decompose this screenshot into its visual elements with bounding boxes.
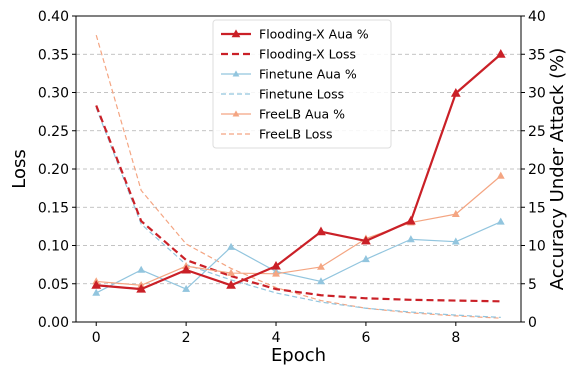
point-freelb-aua: [227, 268, 236, 276]
y-right-tick-label: 0: [528, 315, 537, 331]
legend-marker-finetune-aua: [232, 70, 240, 77]
y-left-tick-label: 0.05: [38, 277, 69, 293]
x-tick-label: 4: [272, 330, 281, 346]
legend-label-freelb-aua: FreeLB Aua %: [259, 107, 345, 122]
legend: Flooding-X Aua % Flooding-X Loss Finetune …: [212, 19, 392, 149]
y-left-tick-label: 0.40: [38, 9, 69, 25]
point-flooding-x-aua: [181, 264, 192, 274]
y-right-tick-label: 25: [528, 124, 546, 140]
y-axis-right-title: Accuracy Under Attack (%): [547, 48, 568, 290]
y-right-tick-label: 15: [528, 200, 546, 216]
y-left-tick-label: 0.35: [38, 47, 69, 63]
y-left-tick-label: 0.30: [38, 86, 69, 102]
y-right-tick-label: 10: [528, 239, 546, 255]
legend-label-flooding-x-aua: Flooding-X Aua %: [259, 27, 369, 42]
point-finetune-aua: [451, 237, 460, 245]
series-layer: [91, 34, 506, 319]
x-tick-label: 6: [361, 330, 370, 346]
y-left-tick-label: 0.10: [38, 239, 69, 255]
legend-frame: [212, 19, 392, 149]
legend-label-freelb-loss: FreeLB Loss: [259, 127, 332, 142]
legend-label-finetune-aua: Finetune Aua %: [259, 67, 357, 82]
point-finetune-aua: [496, 217, 505, 225]
series-line-freelb-aua: [96, 175, 502, 286]
legend-marker-flooding-x-aua: [231, 29, 241, 38]
x-axis-title: Epoch: [271, 345, 326, 365]
x-tick-label: 2: [182, 330, 191, 346]
point-finetune-aua: [137, 265, 146, 273]
point-freelb-aua: [317, 262, 325, 270]
point-finetune-aua: [227, 242, 236, 250]
y-axis-left-title: Loss: [9, 149, 30, 188]
point-flooding-x-aua: [405, 215, 416, 225]
series-line-finetune-loss: [95, 107, 501, 319]
point-flooding-x-aua: [271, 260, 281, 270]
series-line-freelb-loss: [95, 34, 501, 319]
legend-label-finetune-loss: Finetune Loss: [259, 87, 344, 102]
point-freelb-aua: [272, 269, 280, 277]
point-flooding-x-aua: [495, 49, 506, 58]
point-flooding-x-aua: [226, 280, 236, 289]
x-tick-label: 0: [92, 330, 101, 346]
point-flooding-x-aua: [136, 283, 147, 293]
point-flooding-x-aua: [91, 280, 102, 289]
point-finetune-aua: [92, 288, 101, 296]
y-left-tick-label: 0.00: [38, 315, 69, 331]
point-flooding-x-aua: [361, 235, 371, 245]
point-freelb-aua: [496, 171, 505, 179]
series-line-flooding-x-loss: [95, 105, 501, 303]
y-left-tick-label: 0.25: [38, 124, 69, 140]
y-left-tick-label: 0.15: [38, 200, 69, 216]
point-finetune-aua: [361, 255, 370, 263]
point-flooding-x-aua: [316, 226, 326, 236]
series-line-flooding-x-aua: [96, 53, 502, 291]
y-right-tick-label: 30: [528, 86, 546, 102]
point-finetune-aua: [406, 235, 415, 243]
point-finetune-aua: [317, 277, 325, 285]
point-freelb-aua: [451, 209, 460, 217]
point-flooding-x-aua: [450, 88, 461, 97]
point-finetune-aua: [182, 284, 191, 292]
y-left-tick-label: 0.20: [38, 162, 69, 178]
y-right-tick-label: 20: [528, 162, 546, 178]
legend-marker-freelb-aua: [232, 110, 240, 117]
ticks-layer: 0.00 0.05 0.10 0.15 0.20 0.25 0.30 0.35 0.40 0 5 10…: [38, 9, 546, 346]
legend-label-flooding-x-loss: Flooding-X Loss: [259, 47, 356, 62]
y-right-tick-label: 40: [528, 9, 546, 25]
y-right-tick-label: 5: [528, 277, 537, 293]
x-tick-label: 8: [451, 330, 460, 346]
y-right-tick-label: 35: [528, 47, 546, 63]
